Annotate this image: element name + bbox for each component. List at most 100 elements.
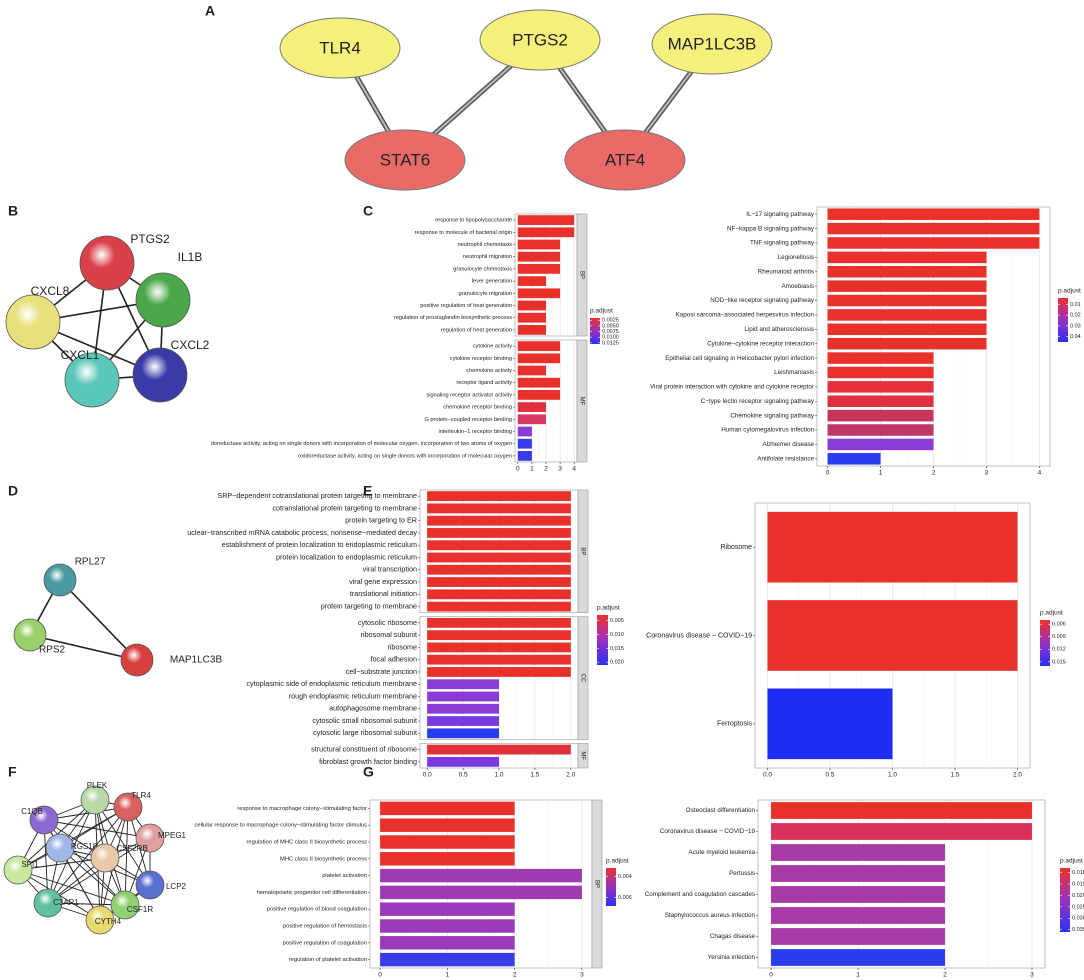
y-tick-label: Leishmaniasis xyxy=(774,369,814,376)
bar xyxy=(517,264,561,274)
bar xyxy=(517,227,575,238)
bar xyxy=(380,902,515,916)
color-bar-label: 0.02 xyxy=(1070,313,1081,319)
bar xyxy=(827,222,1040,235)
y-tick-label: IL−17 signaling pathway xyxy=(746,211,815,218)
bar xyxy=(771,907,945,924)
node xyxy=(29,805,59,835)
y-tick-label: signaling receptor activator activity xyxy=(427,392,513,398)
y-tick-label: viral transcription xyxy=(363,565,417,574)
panel-letter: G xyxy=(363,764,374,780)
bar xyxy=(827,237,1040,249)
bar xyxy=(517,353,561,364)
node-label: CSF2RB xyxy=(116,844,148,853)
y-tick-label: Alzheimer disease xyxy=(763,441,815,448)
facet-label: MF xyxy=(578,397,584,406)
node xyxy=(135,272,191,328)
bar xyxy=(427,491,571,502)
bar xyxy=(427,601,571,612)
bar xyxy=(517,312,546,323)
color-bar-label: 0.005 xyxy=(610,618,624,624)
bar xyxy=(427,716,499,726)
y-tick-label: Acute myeloid leukemia xyxy=(689,849,756,856)
panel-letter: A xyxy=(205,3,215,19)
y-tick-label: positive regulation of hemostasis xyxy=(283,924,367,930)
bar xyxy=(771,886,945,903)
edge xyxy=(29,634,138,661)
color-bar-label: 0.015 xyxy=(610,646,624,652)
color-bar-label: 0.012 xyxy=(1052,647,1066,653)
x-tick-label: 3 xyxy=(985,470,989,477)
bar xyxy=(427,564,571,575)
y-tick-label: regulation of MHC class II biosynthetic … xyxy=(247,840,368,846)
y-tick-label: Legionellosis xyxy=(778,254,814,261)
node xyxy=(85,905,115,935)
panel-letter: E xyxy=(363,483,372,499)
node-label: CXCL8 xyxy=(31,284,70,298)
x-tick-label: 1 xyxy=(530,466,534,473)
x-tick-label: 3 xyxy=(580,972,584,979)
bar xyxy=(517,300,546,311)
y-tick-label: chemokine receptor binding xyxy=(443,405,512,411)
y-tick-label: receptor ligand activity xyxy=(456,380,512,386)
node xyxy=(344,129,466,191)
node-label: CYTH4 xyxy=(95,917,122,926)
x-tick-label: 3 xyxy=(558,466,562,473)
facet-strip xyxy=(576,339,588,463)
bar xyxy=(427,503,571,514)
y-tick-label: viral gene expression xyxy=(349,577,417,586)
node-label: RPS2 xyxy=(39,645,66,656)
color-bar xyxy=(606,868,616,906)
bar xyxy=(517,251,561,262)
y-tick-label: granulocyte chemotaxis xyxy=(453,266,512,272)
x-tick-label: 1 xyxy=(446,972,450,979)
node xyxy=(3,855,33,885)
y-tick-label: Lipid and atherosclerosis xyxy=(744,326,814,333)
x-tick-label: 2 xyxy=(943,972,947,979)
node xyxy=(33,888,63,918)
bar xyxy=(827,395,934,408)
bar xyxy=(427,515,571,526)
y-tick-label: doreductase activity, acting on single d… xyxy=(211,441,512,447)
y-tick-label: positive regulation of blood coagulation xyxy=(267,907,367,913)
y-tick-label: focal adhesion xyxy=(371,655,417,664)
y-tick-label: Coronavirus disease − COVID−19 xyxy=(646,632,752,639)
bar xyxy=(517,438,532,449)
bar xyxy=(380,936,515,950)
bar xyxy=(827,453,881,465)
edge xyxy=(59,847,126,906)
bar xyxy=(517,215,575,225)
bar xyxy=(827,208,1040,220)
node xyxy=(135,823,165,853)
x-tick-label: 0 xyxy=(378,972,382,979)
y-tick-label: positive regulation of heat generation xyxy=(420,303,512,309)
bar xyxy=(427,691,499,702)
panel-letter: B xyxy=(8,203,18,219)
node-label: MAP1LC3B xyxy=(668,34,757,53)
edge xyxy=(59,579,138,661)
y-tick-label: regulation of heat generation xyxy=(441,327,512,333)
facet-label: BP xyxy=(578,271,584,279)
bar xyxy=(517,365,546,376)
facet-strip xyxy=(577,743,589,769)
edge xyxy=(94,799,151,886)
color-bar xyxy=(1040,620,1050,666)
y-tick-label: hematopoietic progenitor cell differenti… xyxy=(257,890,367,896)
x-tick-label: 2.0 xyxy=(566,772,575,779)
color-bar-label: 0.004 xyxy=(618,874,632,880)
node xyxy=(113,792,143,822)
facet-label: CC xyxy=(579,674,585,683)
y-tick-label: cytoplasmic side of endoplasmic reticulu… xyxy=(246,679,417,688)
node-label: LCP2 xyxy=(166,882,187,891)
node-label: MAP1LC3B xyxy=(170,655,223,666)
y-tick-label: regulation of platelet activation xyxy=(289,957,367,963)
y-tick-label: cotranslational protein targeting to mem… xyxy=(272,503,417,512)
bar xyxy=(827,265,987,278)
facet-strip xyxy=(577,616,589,740)
color-bar-label: 0.025 xyxy=(1072,904,1084,910)
bar xyxy=(827,323,987,336)
bar xyxy=(427,552,571,563)
y-tick-label: cell−substrate junction xyxy=(346,667,417,676)
facet-strip xyxy=(576,213,588,337)
